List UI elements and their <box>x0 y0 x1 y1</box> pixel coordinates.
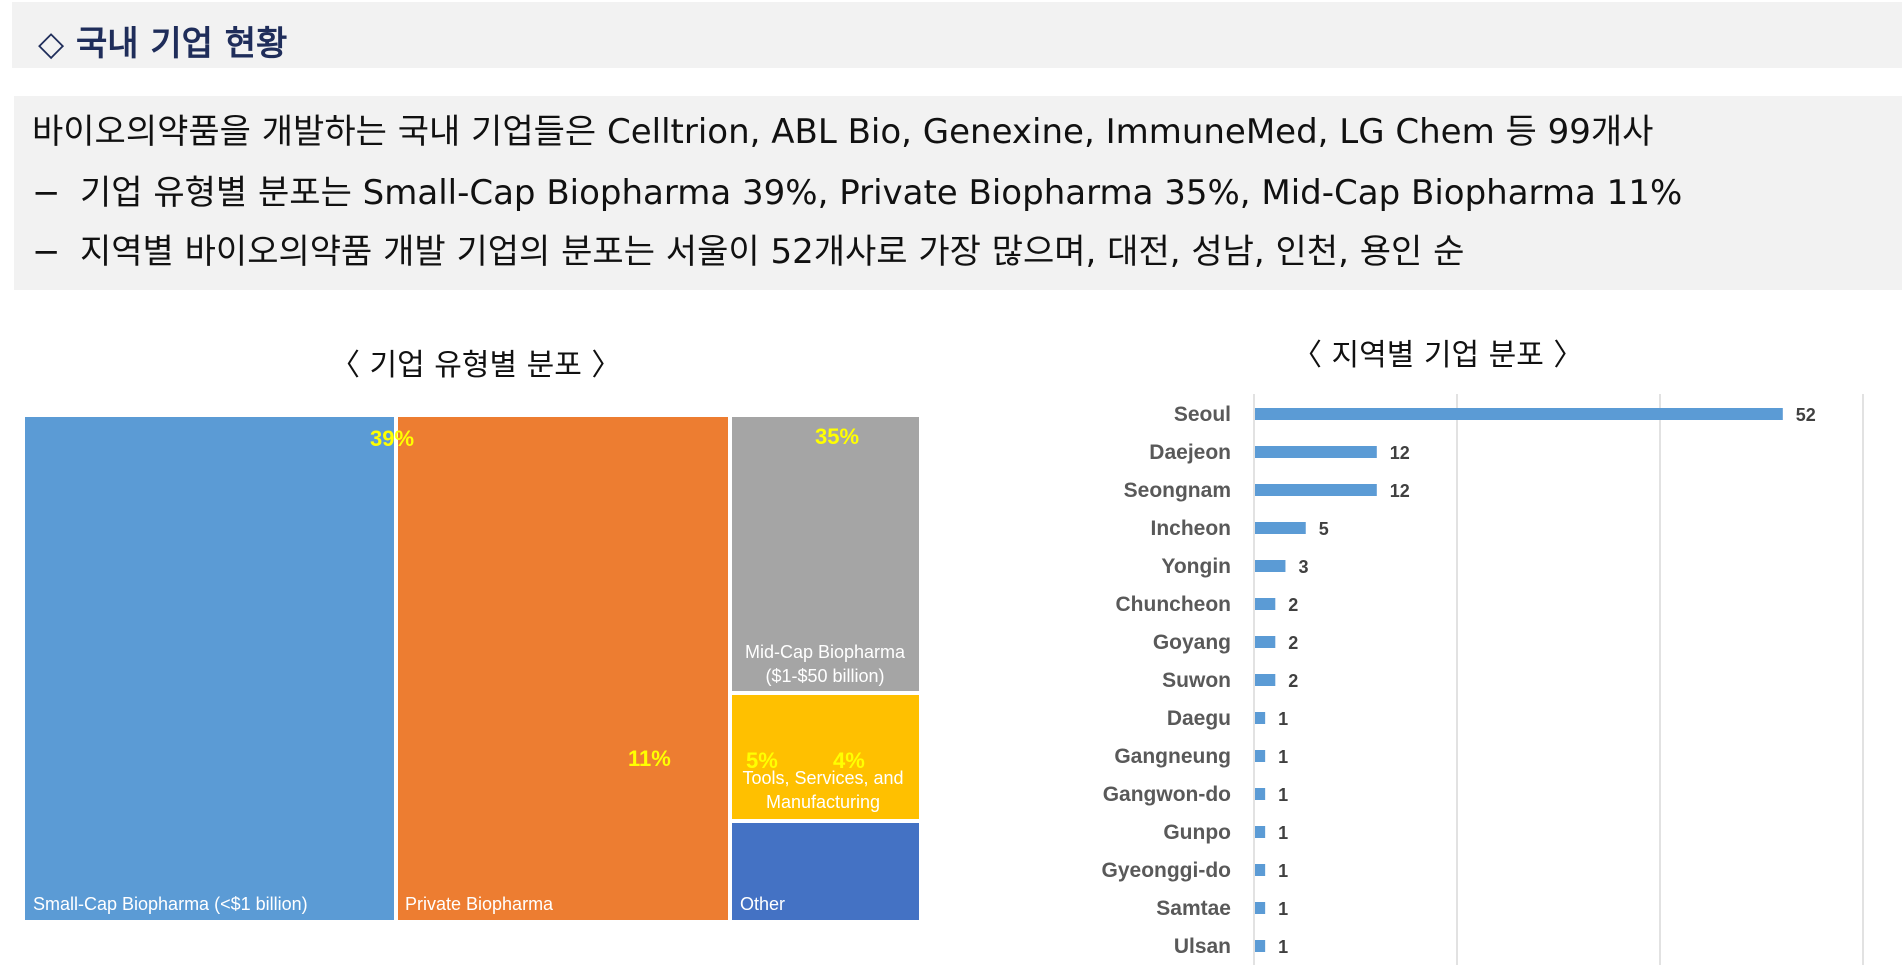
summary-line-3: − 지역별 바이오의약품 개발 기업의 분포는 서울이 52개사로 가장 많으며,… <box>32 224 1464 273</box>
summary-box: 바이오의약품을 개발하는 국내 기업들은 Celltrion, ABL Bio,… <box>14 96 1902 290</box>
bar-category-label: Gangneung <box>1114 745 1231 768</box>
bar-data-label: 2 <box>1288 671 1298 691</box>
treemap-cell-label: Manufacturing <box>766 792 880 812</box>
treemap-pct-label: 35% <box>815 424 859 449</box>
summary-line-1: 바이오의약품을 개발하는 국내 기업들은 Celltrion, ABL Bio,… <box>32 112 1654 152</box>
bar-category-label: Suwon <box>1162 669 1231 692</box>
summary-line-2: − 기업 유형별 분포는 Small-Cap Biopharma 39%, Pri… <box>32 165 1682 214</box>
bar <box>1255 902 1266 914</box>
bar-data-label: 1 <box>1278 861 1288 881</box>
bar-data-label: 1 <box>1278 899 1288 919</box>
bar-category-label: Daegu <box>1167 707 1231 730</box>
bar-category-label: Samtae <box>1156 897 1231 920</box>
treemap-pct-label: 39% <box>370 426 414 451</box>
bar <box>1255 940 1266 952</box>
bullet-dash: − <box>32 173 61 213</box>
bar-data-label: 52 <box>1796 405 1816 425</box>
treemap-cell-3 <box>730 415 921 693</box>
treemap-cell-label: Private Biopharma <box>405 894 554 914</box>
section-header-bar: ◇ 국내 기업 현황 <box>12 2 1902 68</box>
section-title: ◇ 국내 기업 현황 <box>38 24 288 64</box>
treemap-cell-label: Small-Cap Biopharma (<$1 billion) <box>33 894 308 914</box>
bar <box>1255 826 1266 838</box>
bar-data-label: 1 <box>1278 937 1288 957</box>
treemap-pct-label: 5% <box>746 748 778 773</box>
bar-data-label: 12 <box>1390 481 1410 501</box>
bar <box>1255 864 1266 876</box>
bar-data-label: 5 <box>1319 519 1329 539</box>
bar <box>1255 522 1306 534</box>
treemap-cell-1 <box>23 415 396 922</box>
summary-line-3-text: 지역별 바이오의약품 개발 기업의 분포는 서울이 52개사로 가장 많으며, … <box>80 232 1465 272</box>
bar <box>1255 408 1783 420</box>
bar-data-label: 1 <box>1278 823 1288 843</box>
bar-category-label: Gyeonggi-do <box>1102 859 1232 882</box>
summary-line-2-text: 기업 유형별 분포는 Small-Cap Biopharma 39%, Priv… <box>80 173 1683 213</box>
bar <box>1255 788 1266 800</box>
bar-category-label: Ulsan <box>1174 935 1231 958</box>
treemap-pct-label: 11% <box>628 746 671 771</box>
bar <box>1255 484 1377 496</box>
treemap-cell-label: Other <box>740 894 785 914</box>
bar <box>1255 446 1377 458</box>
bar-data-label: 3 <box>1298 557 1308 577</box>
treemap-cell-4 <box>730 693 921 821</box>
bar-category-label: Incheon <box>1150 517 1231 540</box>
bar-category-label: Goyang <box>1153 631 1231 654</box>
bar-category-label: Chuncheon <box>1116 593 1232 616</box>
treemap-cell-5 <box>730 821 921 922</box>
bar-category-label: Seongnam <box>1124 479 1231 502</box>
bar-data-label: 2 <box>1288 595 1298 615</box>
bar-category-label: Gangwon-do <box>1103 783 1231 806</box>
bar-chart-title: 〈 지역별 기업 분포 〉 <box>1292 338 1584 373</box>
treemap-cell-2 <box>396 415 730 922</box>
bar <box>1255 712 1266 724</box>
bar-data-label: 1 <box>1278 747 1288 767</box>
bar-category-label: Yongin <box>1161 555 1231 578</box>
bar-data-label: 1 <box>1278 785 1288 805</box>
bar <box>1255 750 1266 762</box>
bullet-dash: − <box>32 232 61 272</box>
treemap-cell-label: Mid-Cap Biopharma <box>745 642 906 662</box>
bar-data-label: 1 <box>1278 709 1288 729</box>
bar <box>1255 598 1276 610</box>
treemap-title: 〈 기업 유형별 분포 〉 <box>330 348 622 383</box>
treemap-cell-label: ($1-$50 billion) <box>765 666 884 686</box>
bar-category-label: Daejeon <box>1149 441 1231 464</box>
treemap-cell-label: Tools, Services, and <box>742 768 903 788</box>
bar <box>1255 636 1276 648</box>
bar <box>1255 560 1286 572</box>
bar-category-label: Gunpo <box>1163 821 1231 844</box>
bar-category-label: Seoul <box>1174 403 1231 426</box>
treemap-pct-label: 4% <box>833 748 865 773</box>
bar-data-label: 12 <box>1390 443 1410 463</box>
bar-data-label: 2 <box>1288 633 1298 653</box>
bar <box>1255 674 1276 686</box>
